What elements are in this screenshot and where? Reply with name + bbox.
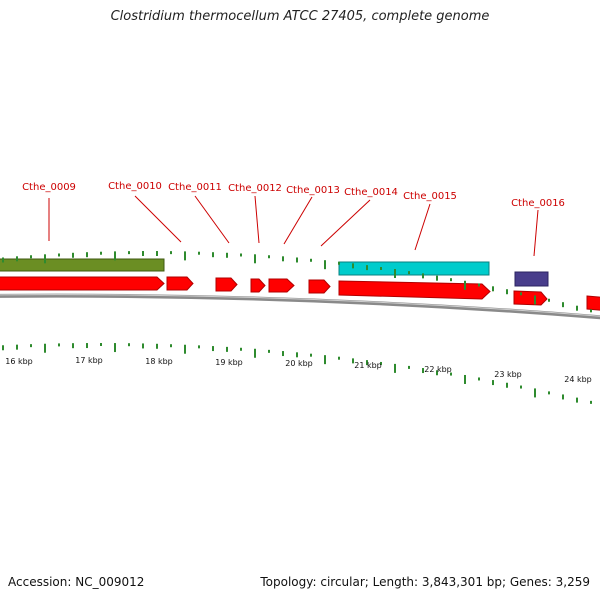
gene-label-cthe-0014[interactable]: Cthe_0014 — [344, 187, 398, 198]
gene-label-cthe-0012[interactable]: Cthe_0012 — [228, 183, 282, 194]
gene-label-cthe-0013[interactable]: Cthe_0013 — [286, 185, 340, 196]
gene-label-cthe-0009[interactable]: Cthe_0009 — [22, 182, 76, 193]
leader-line — [194, 195, 230, 244]
tick-label-22kbp: 22 kbp — [424, 365, 452, 374]
gene-label-cthe-0010[interactable]: Cthe_0010 — [108, 181, 162, 192]
inner-ticks — [2, 343, 592, 404]
gene-bar-cthe-0015[interactable] — [338, 261, 490, 276]
leader-line — [414, 203, 431, 251]
cds-arrow-cthe-0012[interactable] — [250, 278, 266, 293]
leader-line — [320, 199, 371, 247]
gene-label-cthe-0016[interactable]: Cthe_0016 — [511, 198, 565, 209]
gene-bar-cthe-0016[interactable] — [514, 271, 549, 287]
tick-label-16kbp: 16 kbp — [5, 357, 33, 366]
tick-label-20kbp: 20 kbp — [285, 359, 313, 368]
leader-line — [254, 195, 260, 244]
cds-arrow-cthe-0015[interactable] — [338, 280, 491, 300]
cds-arrow-cthe-0016[interactable] — [513, 290, 548, 306]
accession-text: Accession: NC_009012 — [8, 575, 145, 589]
gene-label-cthe-0015[interactable]: Cthe_0015 — [403, 191, 457, 202]
tick-label-18kbp: 18 kbp — [145, 357, 173, 366]
cds-arrow-cthe-0013[interactable] — [268, 278, 295, 293]
cds-arrow-cthe-0010[interactable] — [166, 276, 194, 291]
tick-label-24kbp: 24 kbp — [564, 375, 592, 384]
cds-arrow-cthe-0014[interactable] — [308, 279, 331, 294]
cds-arrow-next[interactable] — [586, 295, 600, 311]
map-title: Clostridium thermocellum ATCC 27405, com… — [110, 9, 490, 24]
leader-line — [533, 209, 539, 257]
tick-label-17kbp: 17 kbp — [75, 356, 103, 365]
leader-line — [283, 196, 313, 245]
cds-arrow-cthe-0009[interactable] — [0, 276, 165, 291]
tick-label-21kbp: 21 kbp — [354, 361, 382, 370]
gene-label-cthe-0011[interactable]: Cthe_0011 — [168, 182, 222, 193]
genome-backbone — [0, 293, 600, 320]
outer-ticks — [2, 251, 592, 313]
gene-bar-cthe-0009[interactable] — [0, 258, 165, 272]
tick-label-19kbp: 19 kbp — [215, 358, 243, 367]
cds-arrow-cthe-0011[interactable] — [215, 277, 238, 292]
genome-backbone-highlight — [0, 294, 600, 317]
leader-line — [134, 195, 182, 243]
tick-label-23kbp: 23 kbp — [494, 370, 522, 379]
genome-summary-text: Topology: circular; Length: 3,843,301 bp… — [260, 575, 590, 589]
